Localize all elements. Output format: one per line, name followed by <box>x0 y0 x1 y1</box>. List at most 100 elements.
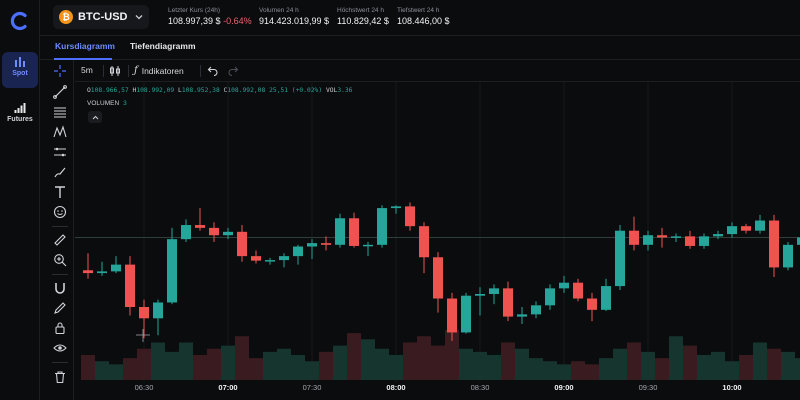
nav-item-label: Futures <box>7 116 33 123</box>
toolbar-divider <box>200 65 201 77</box>
volume-bar <box>165 351 179 380</box>
indicators-label: Indikatoren <box>141 65 184 76</box>
nav-item-label: Spot <box>12 70 28 77</box>
undo-button[interactable] <box>207 65 218 76</box>
time-axis-label: 06:30 <box>134 383 154 392</box>
volume-bar <box>375 348 389 380</box>
trend-line-icon[interactable] <box>52 84 68 100</box>
volume-bar <box>445 330 459 380</box>
candle-body <box>769 220 779 268</box>
candle-body <box>545 288 555 306</box>
redo-icon <box>228 66 239 76</box>
candle-body <box>685 236 695 246</box>
candle-body <box>279 256 289 261</box>
candle-body <box>699 236 709 246</box>
toolbar-divider <box>103 65 104 77</box>
candle-body <box>713 234 723 237</box>
volume-bar <box>249 358 263 380</box>
brand-logo-icon[interactable] <box>9 10 31 32</box>
candle-body <box>83 270 93 274</box>
candle-body <box>741 226 751 231</box>
zoom-in-icon[interactable] <box>52 252 68 268</box>
tab-price-chart[interactable]: Kursdiagramm <box>55 41 115 51</box>
stat-low: Tiefstwert 24 h 108.446,00 $ <box>397 7 450 26</box>
volume-bar <box>767 348 781 380</box>
signal-bars-icon <box>14 103 26 113</box>
volume-bar <box>403 342 417 380</box>
volume-bar <box>795 358 800 380</box>
candle-body <box>153 302 163 319</box>
magnet-icon[interactable] <box>52 280 68 296</box>
horizontal-lines-icon[interactable] <box>52 104 68 120</box>
candle-body <box>447 298 457 333</box>
low-value: 108.952,38 <box>181 87 220 94</box>
candle-body <box>531 305 541 315</box>
pencil-lock-icon[interactable] <box>52 300 68 316</box>
volume-bar <box>389 355 403 380</box>
volume-bar <box>179 342 193 380</box>
time-axis-label: 07:30 <box>302 383 322 392</box>
open-value: 108.966,57 <box>90 87 129 94</box>
trash-icon[interactable] <box>52 369 68 385</box>
stat-label: Höchstwert 24 h <box>337 7 384 14</box>
pair-name: BTC-USD <box>78 11 128 23</box>
volume-bar <box>459 348 473 380</box>
collapse-legend-button[interactable] <box>88 111 102 123</box>
change-value: 25,51 (+0.02%) <box>269 87 323 94</box>
time-axis-label: 08:00 <box>386 383 406 392</box>
interval-selector[interactable]: 5m <box>81 65 93 75</box>
candle-body <box>433 257 443 299</box>
candle-body <box>517 314 527 317</box>
volume-bar <box>431 345 445 380</box>
nav-item-spot[interactable]: Spot <box>2 52 38 88</box>
volume-bar <box>487 355 501 380</box>
candle-type-button[interactable] <box>109 65 121 77</box>
brush-icon[interactable] <box>52 164 68 180</box>
lock-icon[interactable] <box>52 320 68 336</box>
candle-body <box>349 218 359 246</box>
high-value: 108.992,09 <box>136 87 175 94</box>
last-price-value: 108.997,39 $ <box>168 16 221 26</box>
text-tool-icon[interactable] <box>52 184 68 200</box>
candle-body <box>195 225 205 228</box>
indicators-button[interactable]: ƒ Indikatoren <box>134 65 184 76</box>
pair-selector[interactable]: ₿ BTC-USD <box>53 5 149 29</box>
candle-body <box>559 282 569 289</box>
candle-body <box>573 282 583 299</box>
stat-value: 110.829,42 $ <box>337 16 389 26</box>
tab-depth-chart[interactable]: Tiefendiagramm <box>130 41 196 51</box>
candle-body <box>139 307 149 319</box>
volume-bar <box>739 355 753 380</box>
stat-label: Letzter Kurs (24h) <box>168 7 221 14</box>
candle-body <box>223 231 233 236</box>
pattern-icon[interactable] <box>52 124 68 140</box>
nav-item-futures[interactable]: Futures <box>2 98 38 134</box>
volume-bar <box>263 351 277 380</box>
volume-bar <box>697 355 711 380</box>
volume-bar <box>151 342 165 380</box>
volume-bar <box>683 345 697 380</box>
candle-body <box>475 294 485 296</box>
fibonacci-icon[interactable] <box>52 144 68 160</box>
time-axis-label: 10:00 <box>722 383 742 392</box>
candle-body <box>209 227 219 236</box>
ruler-icon[interactable] <box>52 232 68 248</box>
emoji-icon[interactable] <box>52 204 68 220</box>
candle-body <box>629 230 639 245</box>
candle-body <box>335 218 345 245</box>
volume-bar <box>599 358 613 380</box>
redo-button[interactable] <box>228 65 239 76</box>
close-value: 108.992,08 <box>227 87 266 94</box>
eye-icon[interactable] <box>52 340 68 356</box>
time-axis-label: 07:00 <box>218 383 238 392</box>
candle-body <box>167 239 177 303</box>
price-chart[interactable] <box>75 82 800 400</box>
chevron-down-icon <box>135 15 142 20</box>
crosshair-icon[interactable] <box>52 63 68 79</box>
candle-body <box>405 206 415 227</box>
toolbar-divider <box>128 65 129 77</box>
volume-bar <box>473 351 487 380</box>
time-axis-label: 09:30 <box>638 383 658 392</box>
volume-bar <box>641 351 655 380</box>
volume-bar <box>571 361 585 380</box>
